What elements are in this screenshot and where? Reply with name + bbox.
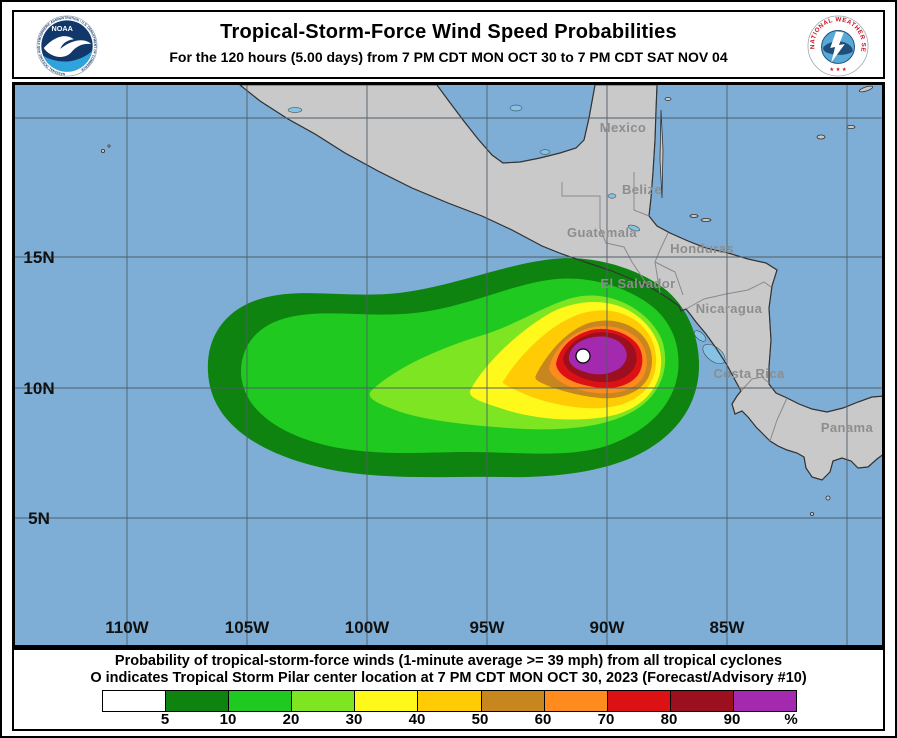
legend-label-80: 80 [660,711,678,728]
lake-izabal [628,224,640,232]
legend-color-bar [102,690,797,712]
country-label-nicaragua: Nicaragua [696,301,763,316]
legend-label-5: 5 [160,711,170,728]
legend-label-10: 10 [219,711,237,728]
island [664,97,672,101]
legend-label-40: 40 [408,711,426,728]
border-guatemala-elsalvador [654,261,661,294]
wind-probability-contours [207,258,700,478]
legend-label-50: 50 [471,711,489,728]
legend-tick-labels: 5 10 20 30 40 50 60 70 80 90% [102,711,798,728]
legend-swatch [544,691,608,711]
graticule [15,85,882,645]
country-label-mexico: Mexico [600,120,646,135]
country-label-belize: Belize [622,182,662,197]
lon-label-110W: 110W [105,618,149,637]
border-costarica-panama [769,397,788,442]
lat-label-10N: 10N [23,379,54,398]
legend-label-90: 90 [723,711,741,728]
country-labels: Mexico Belize Guatemala Honduras El Salvador… [567,120,874,435]
lake-managua [693,330,707,342]
legend-swatch [733,691,797,711]
lakes-group [287,104,726,364]
border-guatemala-belize [633,172,650,217]
lake-nicaragua [702,344,726,364]
legend-swatch [481,691,545,711]
bay-island [700,218,712,222]
border-nicaragua-costarica [740,376,770,392]
lake-peten [607,193,617,199]
caption-line2: O indicates Tropical Storm Pilar center … [90,670,807,686]
caption-line1: Probability of tropical-storm-force wind… [114,653,783,669]
bay-island [689,214,699,218]
contour-90pct [568,336,627,375]
border-mexico-guatemala [561,182,649,287]
legend-swatch [292,691,356,711]
country-borders [561,172,788,442]
island [816,134,826,140]
legend-swatch [670,691,734,711]
probability-legend: 5 10 20 30 40 50 60 70 80 90% [102,690,798,728]
noaa-logo-text: NOAA [51,24,73,33]
legend-swatch [418,691,482,711]
country-label-el-salvador: El Salvador [600,276,675,291]
lake [287,107,303,113]
nws-stars: ★ ★ ★ [829,67,846,73]
legend-label-30: 30 [345,711,363,728]
noaa-logo: NATIONAL OCEANIC AND ATMOSPHERIC ADMINIS… [36,15,98,77]
axis-labels: 110W 105W 100W 95W 90W 85W 15N 10N 5N [23,248,745,637]
border-guatemala-honduras [654,232,669,263]
legend-label-%: % [784,711,798,728]
lake [539,149,551,155]
legend-swatch [166,691,230,711]
country-label-panama: Panama [821,420,874,435]
country-label-guatemala: Guatemala [567,225,637,240]
lon-label-85W: 85W [710,618,746,637]
caption: Probability of tropical-storm-force wind… [12,648,885,731]
country-label-costa-rica: Costa Rica [713,366,785,381]
border-honduras-nicaragua [685,281,772,310]
islet [101,148,106,153]
lat-label-15N: 15N [23,248,54,267]
lon-label-90W: 90W [590,618,626,637]
border-elsalvador-honduras [654,261,684,296]
storm-center-marker [575,348,591,364]
legend-label-70: 70 [597,711,615,728]
islet [810,512,815,517]
page-subtitle: For the 120 hours (5.00 days) from 7 PM … [169,49,728,65]
legend-swatch [355,691,419,711]
nws-logo: NATIONAL WEATHER SERVICE ★ ★ ★ [807,15,869,77]
legend-label-60: 60 [534,711,552,728]
belize-cayes [659,109,664,199]
nws-lightning-icon [830,31,845,63]
noaa-sea [41,47,93,72]
lat-label-5N: 5N [28,509,50,528]
legend-swatch [607,691,671,711]
page-title: Tropical-Storm-Force Wind Speed Probabil… [220,21,677,43]
legend-label-20: 20 [282,711,300,728]
country-label-honduras: Honduras [670,241,734,256]
island [846,125,856,130]
map: Mexico Belize Guatemala Honduras El Salvador… [12,82,885,648]
lon-label-100W: 100W [345,618,390,637]
legend-swatch [229,691,293,711]
lon-label-95W: 95W [470,618,506,637]
legend-swatch [103,691,167,711]
header: NATIONAL OCEANIC AND ATMOSPHERIC ADMINIS… [12,10,885,79]
lake [509,104,523,112]
islet [107,144,111,148]
lon-label-105W: 105W [225,618,270,637]
map-canvas: Mexico Belize Guatemala Honduras El Salvador… [15,85,882,645]
noaa-bird [43,36,92,57]
islet [825,495,831,501]
island [858,85,874,93]
